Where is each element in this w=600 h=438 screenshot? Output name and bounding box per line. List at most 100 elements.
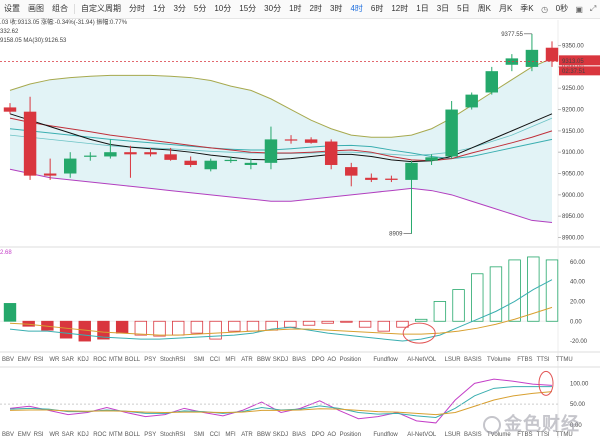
indicator-tab-sar[interactable]: SAR: [62, 357, 75, 363]
indicator-tab-roc[interactable]: ROC: [93, 357, 107, 363]
indicator-tab-ai-netvol[interactable]: AI-NetVOL: [407, 357, 437, 363]
candle-body: [465, 94, 478, 108]
histogram-bar: [153, 320, 166, 337]
bottom-tab-kdj[interactable]: KDJ: [77, 432, 88, 438]
indicator-tab-lsur[interactable]: LSUR: [445, 357, 462, 363]
period-tab-7[interactable]: 30分: [264, 4, 282, 13]
period-tab-12[interactable]: 6时: [370, 4, 384, 13]
bottom-tab-bbv[interactable]: BBV: [2, 432, 14, 438]
bottom-tab-ao[interactable]: AO: [327, 432, 336, 438]
bottom-tab-ai-netvol[interactable]: AI-NetVOL: [407, 432, 437, 438]
toolbar-item-2[interactable]: 组合: [52, 4, 68, 13]
indicator-tab-fundflow[interactable]: Fundflow: [373, 357, 398, 363]
bottom-tab-ttmu[interactable]: TTMU: [556, 432, 573, 438]
bottom-tab-lsur[interactable]: LSUR: [445, 432, 462, 438]
camera-icon[interactable]: ▣: [575, 4, 583, 14]
indicator-tab-stochrsi[interactable]: StochRSI: [160, 357, 186, 363]
bottom-tab-rsi[interactable]: RSI: [34, 432, 44, 438]
toolbar-item-1[interactable]: 画图: [28, 4, 44, 13]
bottom-tab-mfi[interactable]: MFI: [225, 432, 236, 438]
period-tab-4[interactable]: 5分: [193, 4, 207, 13]
indicator-tab-psy[interactable]: PSY: [144, 357, 156, 363]
indicator-tab-atr[interactable]: ATR: [241, 357, 253, 363]
period-tab-9[interactable]: 2时: [309, 4, 322, 13]
ma-red-line: [9, 117, 553, 162]
indicator-tab-bias[interactable]: BIAS: [292, 357, 306, 363]
period-tab-2[interactable]: 1分: [153, 4, 166, 13]
indicator-tab-dpo[interactable]: DPO: [312, 357, 325, 363]
bottom-tab-basis[interactable]: BASIS: [464, 432, 482, 438]
period-tab-17[interactable]: 周K: [477, 4, 491, 13]
indicator-tab-mtm[interactable]: MTM: [109, 357, 123, 363]
period-tab-19[interactable]: 季K: [520, 4, 534, 13]
indicator-tab-cci[interactable]: CCI: [210, 357, 221, 363]
toolbar-item-0[interactable]: 设置: [4, 4, 20, 13]
period-tab-10[interactable]: 3时: [329, 4, 343, 13]
bottom-tab-dpo[interactable]: DPO: [312, 432, 325, 438]
indicator-tab-tvolume[interactable]: TVolume: [487, 357, 511, 363]
low-marker-label: 8909: [389, 232, 403, 238]
indicator-tab-kdj[interactable]: KDJ: [77, 357, 88, 363]
candle-body: [43, 173, 57, 176]
bottom-tab-mtm[interactable]: MTM: [109, 432, 123, 438]
indicator-tab-ao[interactable]: AO: [327, 357, 336, 363]
period-tab-16[interactable]: 5日: [457, 4, 470, 13]
period-tab-1[interactable]: 分时: [129, 4, 145, 13]
bottom-tab-boll[interactable]: BOLL: [125, 432, 141, 438]
bottom-tab-smi[interactable]: SMI: [194, 432, 205, 438]
bottom-tab-sar[interactable]: SAR: [62, 432, 75, 438]
histogram-bar: [414, 318, 428, 322]
indicator-tab-emv[interactable]: EMV: [18, 357, 31, 363]
period-tab-13[interactable]: 12时: [391, 4, 409, 13]
bottom-tab-bbw[interactable]: BBW: [257, 432, 271, 438]
bottom-tab-atr[interactable]: ATR: [241, 432, 253, 438]
indicator-tab-basis[interactable]: BASIS: [464, 357, 482, 363]
bottom-tab-stochrsi[interactable]: StochRSI: [160, 432, 186, 438]
bottom-tab-position[interactable]: Position: [340, 432, 361, 438]
clock-icon[interactable]: ◷: [541, 4, 549, 14]
indicator-tab-bbv[interactable]: BBV: [2, 357, 14, 363]
candle-body: [63, 158, 77, 174]
indicator-tab-rsi[interactable]: RSI: [34, 357, 44, 363]
period-tab-14[interactable]: 1日: [416, 4, 429, 13]
period-tab-0[interactable]: 自定义周期: [81, 4, 121, 13]
indicator-tab-bbw[interactable]: BBW: [257, 357, 271, 363]
bottom-tab-bias[interactable]: BIAS: [292, 432, 306, 438]
bottom-tab-cci[interactable]: CCI: [210, 432, 221, 438]
indicator-tab-ttmu[interactable]: TTMU: [556, 357, 573, 363]
period-tab-3[interactable]: 3分: [173, 4, 186, 13]
bottom-tab-skdj[interactable]: SKDJ: [273, 432, 288, 438]
indicator-tab-ftbs[interactable]: FTBS: [517, 357, 532, 363]
candle-body: [385, 178, 398, 180]
indicator-tab-boll[interactable]: BOLL: [125, 357, 141, 363]
indicator-tab-ttsi[interactable]: TTSI: [537, 357, 550, 363]
period-tab-15[interactable]: 3日: [436, 4, 450, 13]
indicator-tab-position[interactable]: Position: [340, 357, 361, 363]
bottom-tab-emv[interactable]: EMV: [18, 432, 31, 438]
sub-signal-orange-line: [9, 306, 553, 336]
indicator-tab-skdj[interactable]: SKDJ: [273, 357, 288, 363]
bottom-tab-wr[interactable]: WR: [49, 432, 60, 438]
histogram-bar: [396, 320, 409, 328]
candle-body: [345, 167, 358, 176]
boll-upper-info: 332.62: [0, 28, 18, 36]
bottom-tab-fundflow[interactable]: Fundflow: [373, 432, 398, 438]
fullscreen-icon[interactable]: ⤢: [589, 4, 597, 13]
indicator-tab-smi[interactable]: SMI: [194, 357, 205, 363]
period-tab-5[interactable]: 10分: [214, 4, 232, 13]
period-tab-11[interactable]: 4时: [350, 4, 363, 13]
bottom-tab-ttsi[interactable]: TTSI: [537, 432, 550, 438]
bottom-tab-ftbs[interactable]: FTBS: [517, 432, 532, 438]
histogram-bar: [340, 320, 353, 323]
period-tab-18[interactable]: 月K: [498, 4, 513, 13]
histogram-bar: [433, 301, 447, 322]
period-tab-6[interactable]: 15分: [239, 4, 257, 13]
bottom-tab-psy[interactable]: PSY: [144, 432, 156, 438]
bottom-tab-tvolume[interactable]: TVolume: [487, 432, 511, 438]
indicator-tab-wr[interactable]: WR: [49, 357, 60, 363]
period-tab-8[interactable]: 1时: [289, 4, 302, 13]
boll-upper-value: 332.62: [0, 29, 19, 35]
bottom-tab-roc[interactable]: ROC: [93, 432, 107, 438]
indicator-tab-mfi[interactable]: MFI: [225, 357, 236, 363]
